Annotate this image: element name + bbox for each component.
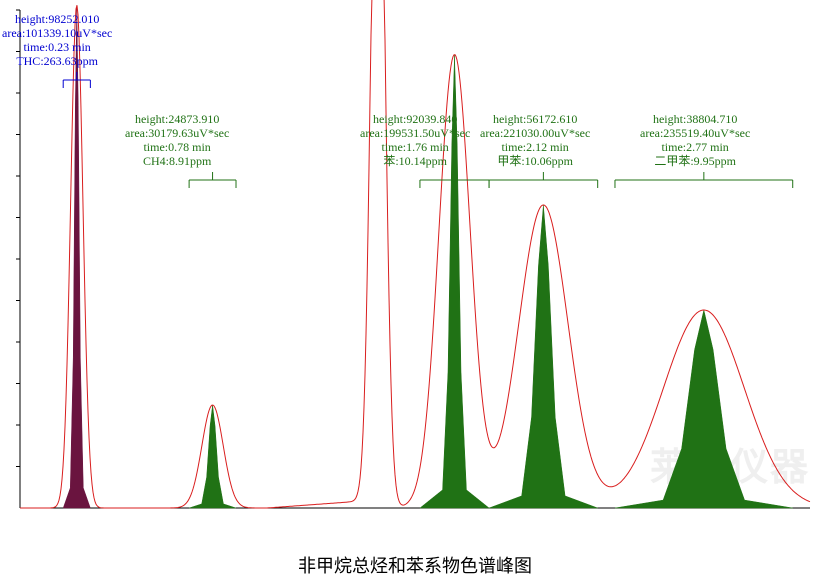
chart-caption: 非甲烷总烃和苯系物色谱峰图	[0, 552, 830, 578]
chromatogram-chart: 莱特仪器	[0, 0, 830, 540]
